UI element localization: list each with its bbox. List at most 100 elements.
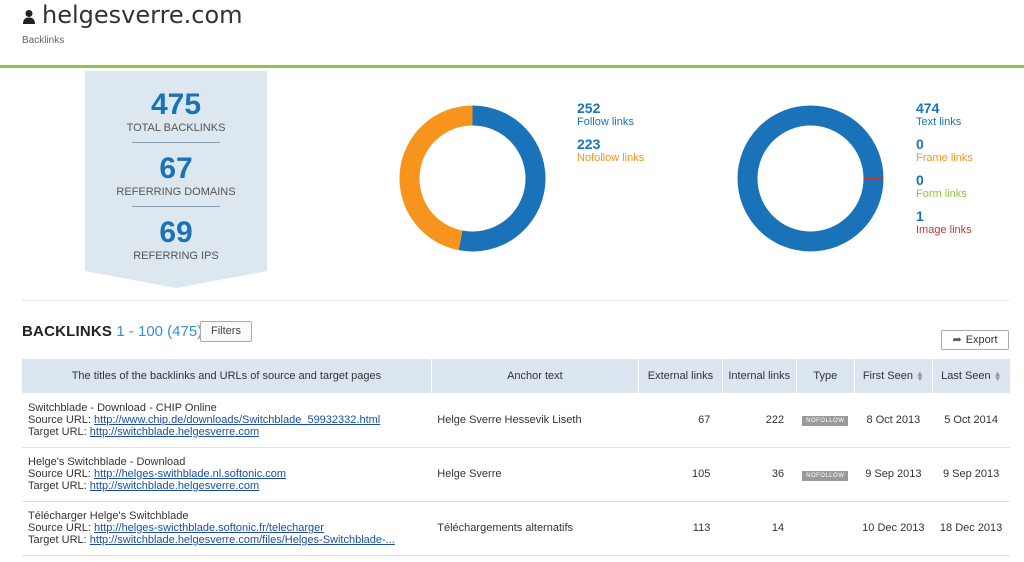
referring-ips-label: REFERRING IPS — [133, 250, 219, 262]
legend-value: 223 — [577, 136, 601, 152]
summary-panel: 475 TOTAL BACKLINKS 67 REFERRING DOMAINS… — [85, 71, 267, 288]
referring-ips-value: 69 — [159, 216, 193, 249]
backlinks-range: 1 - 100 (475) — [116, 323, 203, 340]
legend-label: Nofollow links — [577, 152, 645, 164]
source-url-line: Source URL: http://helges-swicthblade.so… — [28, 522, 425, 534]
source-url-label: Source URL: — [28, 413, 91, 426]
col-first-seen-label: First Seen — [862, 370, 913, 382]
col-external[interactable]: External links — [638, 359, 723, 393]
source-url-link[interactable]: http://helges-swicthblade.softonic.fr/te… — [94, 522, 324, 534]
cell-last-seen: 5 Oct 2014 — [932, 393, 1010, 448]
legend-item: 223 Nofollow links — [577, 136, 644, 165]
sort-icon: ▲ ▼ — [993, 369, 1002, 384]
table-header-row: The titles of the backlinks and URLs of … — [22, 359, 1010, 393]
nofollow-badge: NOFOLLOW — [802, 470, 849, 481]
legend-label: Text links — [916, 116, 962, 128]
link-type-legend: 474 Text links 0 Frame links 0 Form links 1 Ima… — [916, 100, 973, 244]
cell-anchor: Helge Sverre — [431, 447, 639, 502]
donut-slice-follow-links — [458, 105, 546, 252]
legend-label: Follow links — [577, 116, 634, 128]
legend-item: 0 Form links — [916, 172, 973, 201]
cell-last-seen: 9 Sep 2013 — [932, 447, 1010, 502]
total-backlinks-stat: 475 TOTAL BACKLINKS — [85, 88, 267, 135]
donut-slice-nofollow-links — [399, 105, 473, 251]
source-url-line: Source URL: http://helges-swithblade.nl.… — [28, 468, 425, 480]
section-divider — [22, 300, 1010, 301]
export-button[interactable]: ➦ Export — [941, 330, 1009, 350]
backlink-title: Télécharger Helge's Switchblade — [28, 510, 189, 522]
legend-label: Form links — [916, 188, 967, 200]
target-url-link[interactable]: http://switchblade.helgesverre.com — [89, 480, 260, 492]
backlink-title: Helge's Switchblade - Download — [28, 456, 186, 468]
col-last-seen[interactable]: Last Seen ▲ ▼ — [932, 359, 1010, 393]
cell-first-seen: 10 Dec 2013 — [854, 501, 933, 556]
referring-domains-label: REFERRING DOMAINS — [116, 186, 236, 198]
target-url-label: Target URL: — [28, 425, 87, 438]
divider — [132, 206, 220, 207]
cell-internal-links: 36 — [722, 447, 797, 502]
filters-button[interactable]: Filters — [200, 321, 252, 342]
col-first-seen[interactable]: First Seen ▲ ▼ — [854, 359, 933, 393]
cell-titles: Helge's Switchblade - Download Source UR… — [22, 447, 432, 502]
cell-titles: Télécharger Helge's Switchblade Source U… — [22, 501, 432, 556]
legend-label: Image links — [916, 224, 972, 236]
cell-external-links: 113 — [638, 501, 723, 556]
col-last-seen-label: Last Seen — [941, 370, 991, 382]
source-url-link[interactable]: http://helges-swithblade.nl.softonic.com — [94, 468, 287, 480]
cell-first-seen: 9 Sep 2013 — [854, 447, 933, 502]
backlinks-title: BACKLINKS — [22, 323, 113, 340]
site-title: helgesverre.com — [42, 1, 243, 29]
total-backlinks-label: TOTAL BACKLINKS — [126, 122, 226, 134]
sort-icon: ▲ ▼ — [915, 369, 924, 384]
backlink-title: Switchblade - Download - CHIP Online — [28, 401, 217, 414]
cell-internal-links: 222 — [722, 393, 797, 448]
backlinks-table: The titles of the backlinks and URLs of … — [22, 359, 1010, 556]
cell-first-seen: 8 Oct 2013 — [854, 393, 933, 448]
target-url-link[interactable]: http://switchblade.helgesverre.com — [89, 425, 260, 438]
legend-value: 0 — [916, 136, 924, 152]
export-arrow-icon: ➦ — [952, 334, 962, 346]
source-url-label: Source URL: — [28, 468, 91, 480]
referring-ips-stat: 69 REFERRING IPS — [85, 216, 267, 263]
nofollow-badge: NOFOLLOW — [802, 416, 849, 427]
page-subtitle: Backlinks — [22, 35, 65, 46]
legend-value: 1 — [916, 208, 924, 224]
cell-internal-links: 14 — [722, 501, 797, 556]
table-row: Switchblade - Download - CHIP Online Sou… — [22, 393, 1010, 448]
cell-last-seen: 18 Dec 2013 — [932, 501, 1010, 556]
legend-label: Frame links — [916, 152, 973, 164]
cell-type: NOFOLLOW — [796, 393, 855, 448]
total-backlinks-value: 475 — [150, 88, 202, 121]
target-url-line: Target URL: http://switchblade.helgesver… — [28, 534, 425, 546]
cell-type: NOFOLLOW — [796, 447, 855, 502]
legend-item: 252 Follow links — [577, 100, 644, 129]
export-label: Export — [965, 334, 998, 346]
cell-titles: Switchblade - Download - CHIP Online Sou… — [22, 393, 432, 448]
legend-item: 474 Text links — [916, 100, 973, 129]
target-url-label: Target URL: — [28, 534, 87, 546]
cell-anchor: Helge Sverre Hessevik Liseth — [431, 393, 639, 448]
target-url-line: Target URL: http://switchblade.helgesver… — [28, 480, 425, 492]
col-internal[interactable]: Internal links — [722, 359, 797, 393]
source-url-line: Source URL: http://www.chip.de/downloads… — [28, 414, 425, 426]
backlinks-heading: BACKLINKS 1 - 100 (475) — [22, 323, 202, 340]
link-type-donut — [737, 105, 884, 252]
col-titles[interactable]: The titles of the backlinks and URLs of … — [22, 359, 432, 393]
target-url-link[interactable]: http://switchblade.helgesverre.com/files… — [89, 534, 395, 546]
legend-value: 252 — [577, 100, 601, 116]
legend-item: 1 Image links — [916, 208, 973, 237]
summary-ribbon-bg — [85, 71, 267, 288]
col-type[interactable]: Type — [796, 359, 855, 393]
divider — [132, 142, 220, 143]
follow-nofollow-donut — [399, 105, 546, 252]
table-row: Télécharger Helge's Switchblade Source U… — [22, 501, 1010, 556]
page-header: helgesverre.com Backlinks — [0, 0, 1024, 68]
referring-domains-value: 67 — [159, 152, 193, 185]
referring-domains-stat: 67 REFERRING DOMAINS — [85, 152, 267, 199]
source-url-link[interactable]: http://www.chip.de/downloads/Switchblade… — [94, 413, 381, 426]
user-icon — [23, 10, 35, 24]
cell-external-links: 105 — [638, 447, 723, 502]
legend-value: 0 — [916, 172, 924, 188]
follow-legend: 252 Follow links 223 Nofollow links — [577, 100, 644, 172]
col-anchor[interactable]: Anchor text — [431, 359, 640, 393]
